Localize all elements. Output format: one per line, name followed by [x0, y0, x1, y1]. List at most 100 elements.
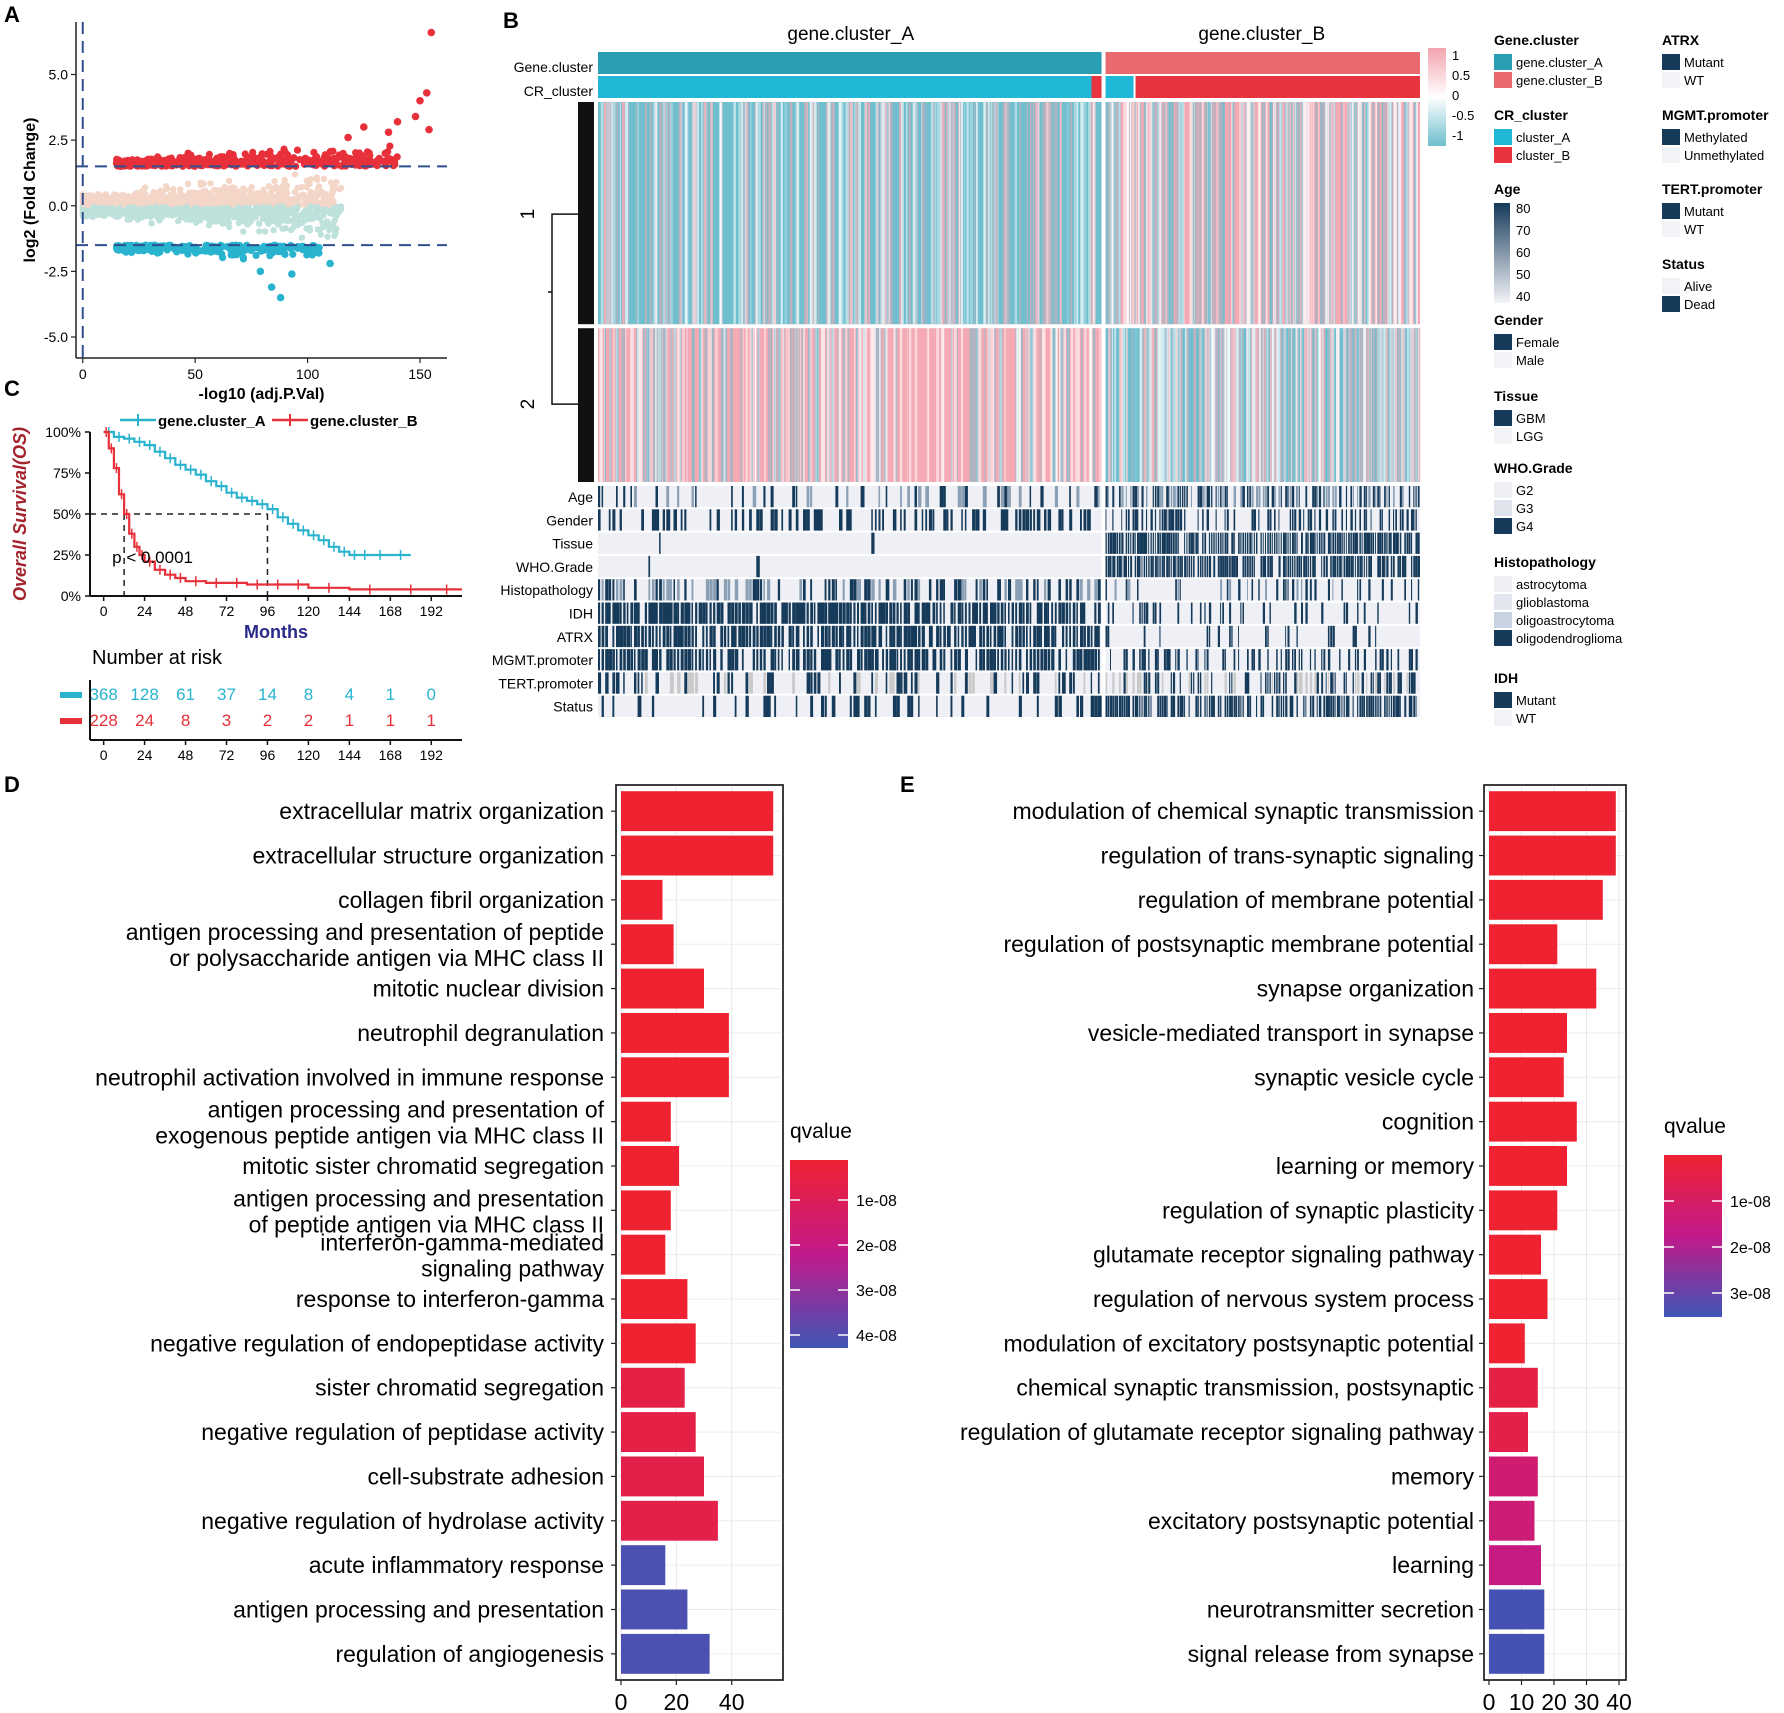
annotation-mark — [831, 602, 836, 624]
heatmap-stripe — [1276, 328, 1280, 482]
heatmap-stripe — [912, 102, 915, 325]
heatmap-stripe — [730, 328, 733, 482]
heatmap-stripe — [1222, 328, 1225, 482]
annotation-mark — [680, 625, 684, 648]
heatmap-stripe — [832, 328, 834, 482]
annotation-mark — [1354, 555, 1356, 578]
annotation-mark — [669, 672, 674, 694]
heatmap-stripe — [948, 102, 951, 325]
annotation-mark — [1188, 532, 1191, 554]
heatmap-stripe — [1347, 102, 1350, 325]
annotation-mark — [1190, 602, 1193, 624]
heatmap-stripe — [979, 328, 982, 482]
scatter-point — [162, 183, 170, 190]
heatmap-stripe — [1238, 328, 1241, 482]
heatmap-stripe — [822, 328, 825, 482]
scatter-point — [247, 218, 254, 225]
annotation-mark — [1121, 695, 1124, 717]
heatmap-stripe — [813, 102, 816, 325]
heatmap-stripe — [1315, 102, 1318, 325]
heatmap-stripe — [1332, 328, 1335, 482]
heatmap-stripe — [691, 102, 694, 325]
annotation-mark — [1190, 672, 1193, 694]
heatmap-stripe — [603, 328, 606, 482]
heatmap-stripe — [1296, 102, 1298, 325]
annotation-mark — [767, 579, 771, 601]
heatmap-stripe — [953, 102, 956, 325]
annotation-mark — [896, 695, 900, 717]
annotation-mark — [1292, 486, 1295, 508]
annotation-mark — [842, 579, 845, 601]
scatter-point — [289, 250, 297, 258]
annotation-mark — [641, 672, 643, 694]
annotation-mark — [1303, 555, 1306, 578]
scatter-point — [196, 217, 204, 224]
annotation-mark — [644, 672, 648, 694]
annotation-mark — [1240, 695, 1242, 717]
heatmap-stripe — [785, 328, 788, 482]
annotation-mark — [1341, 555, 1343, 578]
survival-curve — [103, 430, 411, 557]
annotation-mark — [839, 602, 843, 624]
risk-value: 8 — [181, 711, 190, 730]
heatmap-stripe — [854, 328, 856, 482]
annotation-mark — [1316, 532, 1318, 554]
annotation-mark — [936, 602, 938, 624]
heatmap-stripe — [1264, 328, 1267, 482]
scale-tick: 0 — [1452, 88, 1459, 103]
heatmap-stripe — [914, 328, 918, 482]
annotation-mark — [1417, 555, 1420, 578]
heatmap-stripe — [1161, 328, 1164, 482]
heatmap-stripe — [942, 102, 946, 325]
heatmap-stripe — [878, 102, 881, 325]
heatmap-stripe — [888, 102, 892, 325]
scatter-point — [276, 194, 283, 202]
annotation-mark — [767, 625, 771, 648]
annotation-mark — [1193, 672, 1195, 694]
legend-swatch — [1494, 576, 1512, 592]
scatter-point — [287, 226, 295, 234]
heatmap-stripe — [1416, 328, 1420, 482]
scatter-point — [235, 204, 242, 211]
heatmap-stripe — [1248, 102, 1251, 325]
annotation-mark — [1179, 695, 1183, 717]
annotation-mark — [1247, 672, 1250, 694]
annotation-mark — [713, 672, 715, 694]
heatmap-stripe — [1245, 102, 1248, 325]
heatmap-stripe — [842, 328, 845, 482]
scatter-point — [344, 133, 352, 142]
annotation-mark — [1408, 695, 1412, 717]
annotation-mark — [756, 625, 759, 648]
annotation-mark — [928, 602, 931, 624]
annotation-mark — [1327, 695, 1330, 717]
heatmap-stripe — [1059, 102, 1061, 325]
annotation-mark — [1256, 532, 1258, 554]
heatmap-stripe — [1231, 328, 1235, 482]
annotation-mark — [1384, 532, 1386, 554]
heatmap-stripe — [901, 102, 904, 325]
heatmap-stripe — [1248, 102, 1251, 325]
scatter-point — [316, 226, 323, 233]
annotation-mark — [1051, 625, 1055, 648]
annotation-mark — [835, 649, 839, 671]
annotation-mark — [1260, 555, 1263, 578]
annotation-mark — [1375, 486, 1377, 508]
legend-entry: gene.cluster_B — [1516, 73, 1603, 88]
annotation-mark — [857, 625, 859, 648]
x-tick-label: 0 — [79, 366, 87, 382]
heatmap-stripe — [1372, 328, 1375, 482]
annotation-mark — [1141, 509, 1144, 531]
heatmap-stripe — [1123, 102, 1125, 325]
annotation-mark — [853, 602, 856, 624]
annotation-mark — [1269, 602, 1271, 624]
annotation-mark — [1309, 509, 1313, 531]
annotation-mark — [695, 649, 697, 671]
annotation-mark — [813, 672, 817, 694]
heatmap-stripe — [1179, 102, 1182, 325]
heatmap-stripe — [1273, 102, 1276, 325]
annotation-mark — [1018, 579, 1023, 601]
heatmap-stripe — [796, 102, 800, 325]
annotation-mark — [673, 649, 676, 671]
annotation-mark — [612, 649, 615, 671]
annotation-mark — [1258, 579, 1260, 601]
